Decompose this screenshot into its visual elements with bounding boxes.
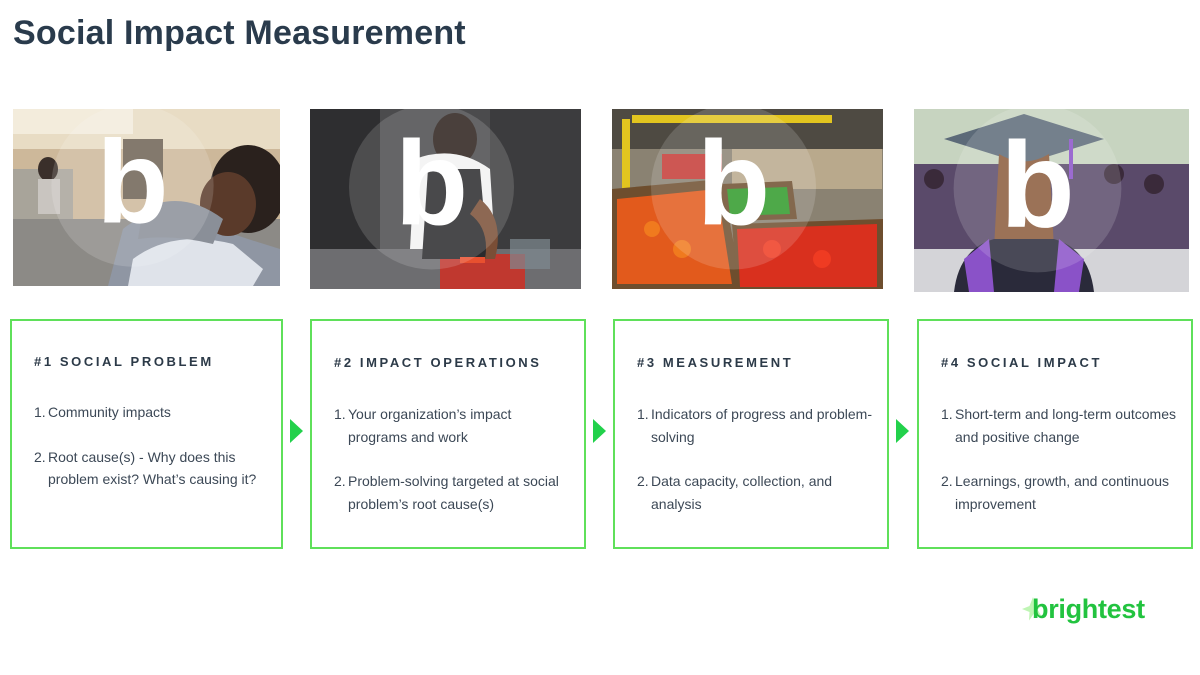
- svg-text:b: b: [96, 116, 168, 248]
- list-item: 1. Short-term and long-term outcomes and …: [941, 406, 1176, 445]
- brightest-star-icon: [1022, 597, 1044, 621]
- photo-impact-operations: b: [310, 109, 581, 289]
- card-list: 1. Community impacts 2. Root cause(s) - Wh…: [34, 401, 271, 513]
- list-item: 2. Problem-solving targeted at social pro…: [334, 473, 559, 512]
- card-list: 1. Your organization’s impact programs an…: [334, 403, 574, 537]
- card-list: 1. Indicators of progress and problem-sol…: [637, 403, 877, 537]
- card-heading: #4 SOCIAL IMPACT: [941, 355, 1103, 370]
- arrow-right-icon: [896, 419, 909, 443]
- arrow-right-icon: [593, 419, 606, 443]
- brightest-watermark-icon: b: [349, 109, 514, 270]
- list-item: 1. Community impacts: [34, 404, 171, 420]
- card-heading: #2 IMPACT OPERATIONS: [334, 355, 542, 370]
- brightest-watermark-icon: b: [953, 109, 1122, 273]
- svg-text:b: b: [1000, 117, 1075, 253]
- brightest-watermark-icon: b: [51, 109, 214, 267]
- brightest-logo: brightest: [1020, 591, 1145, 627]
- card-list: 1. Short-term and long-term outcomes and …: [941, 403, 1181, 537]
- list-item: 2. Data capacity, collection, and analysi…: [637, 473, 833, 512]
- svg-text:b: b: [697, 117, 770, 251]
- list-item: 1. Your organization’s impact programs an…: [334, 406, 512, 445]
- list-item: 2. Learnings, growth, and continuous impr…: [941, 473, 1170, 512]
- brightest-watermark-icon: b: [651, 109, 816, 270]
- photo-social-impact: b: [914, 109, 1189, 292]
- list-item: 2. Root cause(s) - Why does this problem …: [34, 448, 257, 488]
- photo-measurement: b: [612, 109, 883, 289]
- svg-text:b: b: [395, 117, 468, 251]
- arrow-right-icon: [290, 419, 303, 443]
- step-card-measurement: #3 MEASUREMENT 1. Indicators of progress …: [613, 319, 889, 549]
- step-card-social-impact: #4 SOCIAL IMPACT 1. Short-term and long-t…: [917, 319, 1193, 549]
- card-heading: #1 SOCIAL PROBLEM: [34, 354, 214, 369]
- photo-social-problem: b: [13, 109, 280, 286]
- page-title: Social Impact Measurement: [13, 14, 466, 52]
- list-item: 1. Indicators of progress and problem-sol…: [637, 406, 872, 445]
- logo-text: brightest: [1032, 593, 1145, 624]
- step-card-social-problem: #1 SOCIAL PROBLEM 1. Community impacts 2.…: [10, 319, 283, 549]
- card-heading: #3 MEASUREMENT: [637, 355, 794, 370]
- step-card-impact-operations: #2 IMPACT OPERATIONS 1. Your organization…: [310, 319, 586, 549]
